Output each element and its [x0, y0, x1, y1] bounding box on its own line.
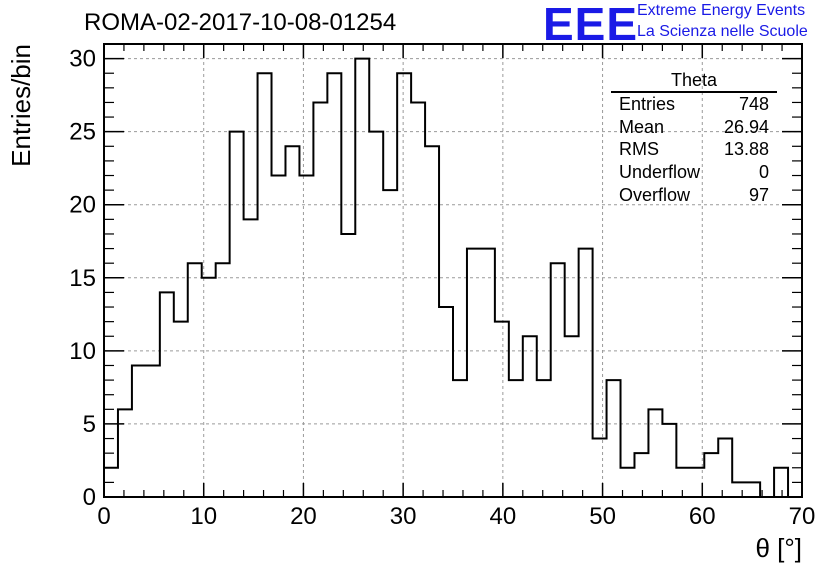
plot-frame	[103, 43, 803, 498]
stats-row: Entries 748	[611, 93, 777, 116]
y-tick-label: 15	[69, 265, 96, 292]
stats-row-value: 0	[758, 162, 769, 183]
stats-row-label: Entries	[619, 94, 676, 114]
y-tick-label: 20	[69, 192, 96, 219]
stats-row-value: 26.94	[723, 116, 769, 137]
stats-box: Theta Entries 748 Mean 26.94 RMS 13.88 Underfl…	[611, 70, 777, 207]
x-tick-label: 50	[589, 503, 616, 530]
x-axis-title: θ [°]	[755, 533, 802, 563]
stats-row-label: Overflow	[619, 184, 691, 205]
y-tick-label: 5	[83, 411, 96, 438]
y-tick-label: 0	[83, 484, 96, 511]
logo-text-line2: La Scienza nelle Scuole	[637, 23, 808, 40]
grid-lines	[104, 44, 802, 497]
x-tick-label: 40	[490, 503, 517, 530]
y-tick-label: 10	[69, 338, 96, 365]
logo-text-line1: Extreme Energy Events	[637, 2, 806, 19]
x-tick-labels: 0 10 20 30 40 50 60 70	[97, 503, 815, 530]
stats-title: Theta	[611, 70, 777, 93]
x-tick-label: 30	[390, 503, 417, 530]
stats-row: Underflow 0	[611, 161, 777, 184]
stats-row-label: RMS	[619, 139, 659, 160]
stats-row: RMS 13.88	[611, 138, 777, 161]
stats-row-value: 748	[738, 94, 769, 114]
eee-logo: EEE	[543, 0, 639, 50]
histogram-outline	[103, 57, 802, 498]
chart-title: ROMA-02-2017-10-08-01254	[84, 9, 397, 36]
y-axis-title: Entries/bin	[6, 44, 36, 167]
y-tick-label: 25	[69, 119, 96, 146]
stats-row: Mean 26.94	[611, 116, 777, 139]
x-tick-label: 10	[190, 503, 217, 530]
x-tick-label: 70	[789, 503, 816, 530]
x-tick-label: 60	[689, 503, 716, 530]
x-tick-label: 20	[290, 503, 317, 530]
x-tick-label: 0	[97, 503, 110, 530]
y-tick-label: 30	[69, 46, 96, 73]
y-tick-labels: 0 5 10 15 20 25 30	[69, 46, 96, 511]
stats-row-label: Mean	[619, 116, 665, 137]
stats-row: Overflow 97	[611, 184, 777, 207]
stats-row-value: 13.88	[723, 139, 769, 160]
stats-row-value: 97	[748, 184, 769, 205]
stats-row-label: Underflow	[619, 162, 701, 183]
